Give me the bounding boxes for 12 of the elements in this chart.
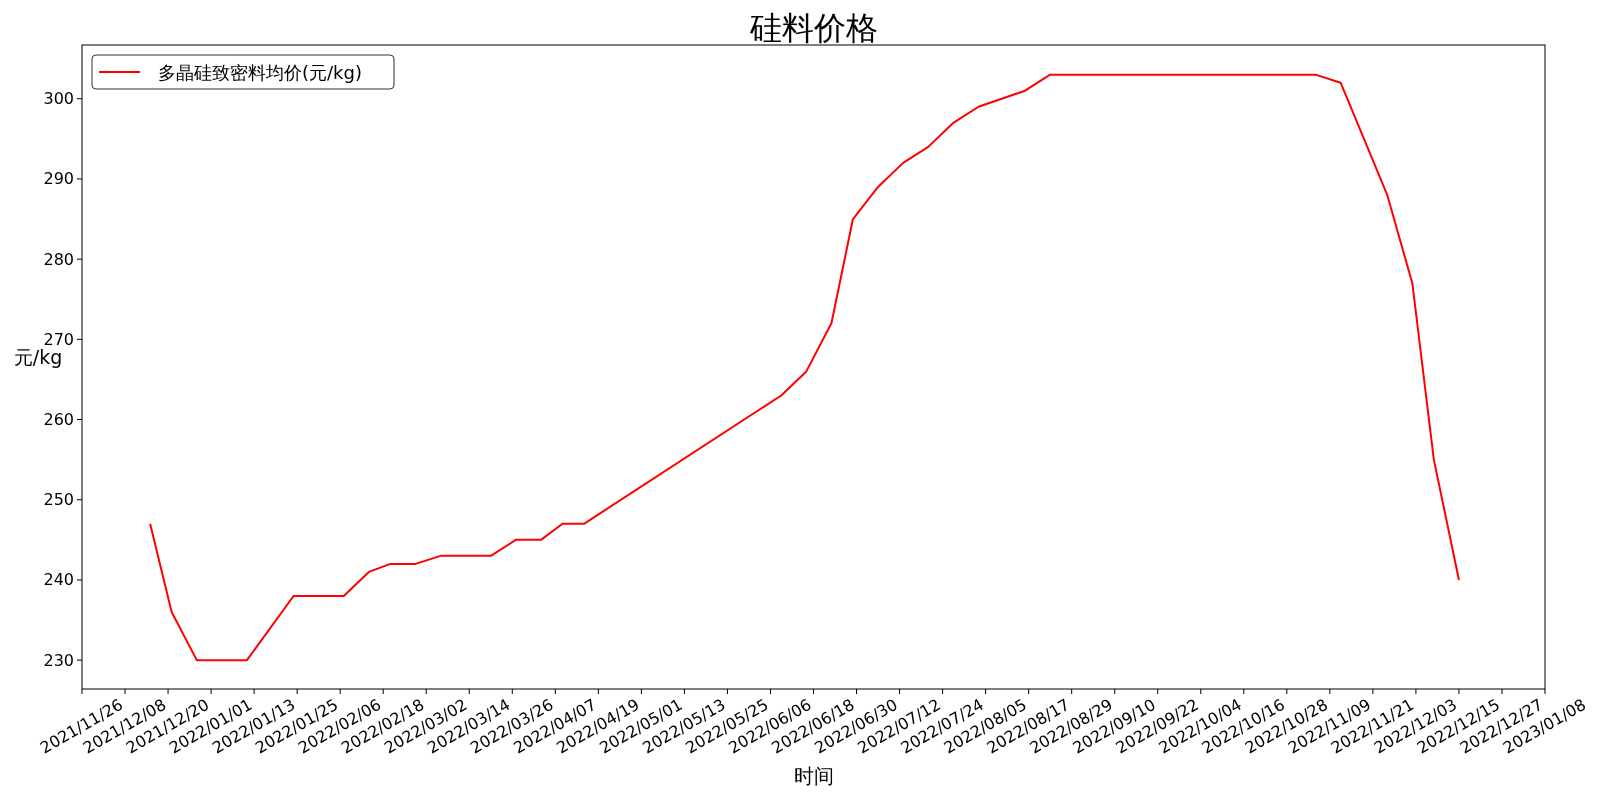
y-tick-label: 270: [43, 329, 74, 349]
y-tick-label: 260: [43, 410, 74, 430]
x-axis-title: 时间: [793, 764, 834, 788]
y-tick-label: 290: [43, 169, 74, 189]
y-tick-label: 240: [43, 570, 74, 590]
y-tick-label: 300: [43, 89, 74, 109]
y-tick-label: 250: [43, 490, 74, 510]
y-tick-label: 280: [43, 249, 74, 269]
legend-label: 多晶硅致密料均价(元/kg): [158, 61, 362, 83]
y-tick-label: 230: [43, 650, 74, 670]
chart-title: 硅料价格: [748, 9, 878, 47]
y-axis-title: 元/kg: [13, 346, 63, 368]
